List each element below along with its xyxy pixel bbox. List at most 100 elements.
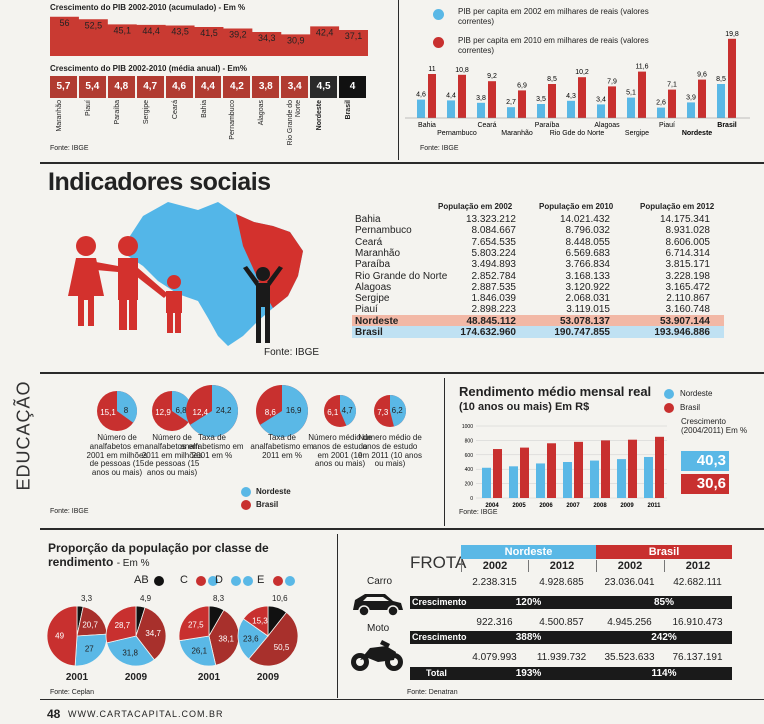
pop-row-2010: 53.078.137 (559, 315, 610, 327)
prop-pie-slice (178, 605, 210, 642)
frota-cresc-label: Crescimento (412, 632, 467, 642)
rend-bar-nordeste (509, 466, 518, 498)
pop-row-2012: 6.714.314 (665, 247, 711, 259)
pop-row-2010: 3.120.922 (565, 281, 611, 293)
val-2010: 11,6 (635, 64, 648, 71)
pop-row-2010: 14.021.432 (559, 214, 610, 225)
pib-media-value: 3,4 (281, 76, 311, 98)
rend-bar-nordeste (617, 459, 626, 498)
moto-label: Moto (367, 623, 390, 634)
prop-pie-ab: 10,6 (272, 594, 288, 603)
state-label: Rio Grande do Norte (287, 100, 303, 146)
pib-acum-value: 45,1 (114, 25, 132, 35)
rend-ytick: 600 (465, 453, 474, 459)
state-label: Alagoas (258, 100, 266, 126)
state-label: Paraíba (113, 100, 121, 125)
state-label: Bahia (200, 100, 208, 118)
rendimento-subtitle: (10 anos ou mais) Em R$ (459, 401, 590, 413)
pop-row-2002: 2.852.784 (471, 270, 517, 282)
bar-2002 (537, 104, 545, 118)
pib-acum-value: 52,5 (85, 20, 103, 30)
prop-pie-slice (46, 605, 78, 667)
pop-row-2012: 8.931.028 (665, 225, 711, 237)
val-2010: 9,2 (487, 73, 497, 80)
bar-2002 (447, 100, 455, 118)
state-labels: Maranhão Piauí Paraíba Sergipe Ceará Bahia Per… (50, 100, 368, 152)
edu-pie: 6,27,3 (374, 395, 406, 427)
pop-row-2012: 193.946.886 (654, 327, 710, 338)
pop-header-2010: População em 2010 (539, 202, 614, 211)
pop-header-2012: População em 2012 (640, 202, 715, 211)
edu-pie-label: Taxa de analfabetismo em 2001 em % (180, 433, 244, 460)
edu-pie-label: Taxa de analfabetismo em 2011 em % (250, 433, 314, 460)
motorcycle-icon (351, 640, 403, 671)
pop-row-name: Maranhão (355, 247, 401, 259)
rend-ytick: 400 (465, 467, 474, 473)
edu-pie-blue-val: 6,2 (392, 406, 404, 415)
pop-row-2010: 190.747.855 (554, 327, 610, 338)
pop-row-2012: 53.907.144 (659, 315, 710, 327)
pop-row-name: Bahia (355, 214, 381, 225)
pop-row-2012: 3.160.748 (665, 304, 711, 316)
bar-2010 (728, 38, 736, 118)
capita-category: Bahia (418, 122, 436, 129)
edu-pie-label: Número médio de anos de estudo em 2001 (… (308, 433, 372, 469)
edu-pie-red-val: 7,3 (377, 408, 389, 417)
frota-value: 2.238.315 (472, 577, 517, 588)
edu-pie-blue (390, 395, 406, 427)
bar-2002 (657, 107, 665, 118)
rend-xtick: 2004 (485, 503, 499, 509)
edu-pie-blue-val: 24,2 (216, 406, 232, 415)
rend-legend-brasil-dot (664, 403, 674, 413)
state-label: Maranhão (56, 100, 63, 132)
state-label: Pernambuco (229, 100, 237, 140)
pop-row-2002: 48.845.112 (466, 315, 517, 327)
prop-pie-slice (106, 635, 155, 667)
edu-pie-blue-val: 8 (124, 406, 129, 415)
pop-row-name: Rio Grande do Norte (355, 270, 448, 282)
frota-cresc-nordeste: 388% (515, 632, 542, 643)
rend-legend-nordeste-dot (664, 389, 674, 399)
capita-category: Sergipe (625, 130, 649, 137)
prop-pie-val: 23,6 (243, 634, 259, 643)
pib-acum-value: 41,5 (200, 28, 218, 38)
frota-cresc-nordeste: 120% (515, 597, 542, 608)
capita-category: Rio Gde do Norte (550, 130, 605, 137)
bar-2010 (578, 77, 586, 118)
pib-media-row: 5,7 5,4 4,8 4,7 4,6 4,4 4,2 3,8 3,4 4,5 4 (50, 76, 368, 98)
prop-pie-year: 2009 (256, 672, 280, 683)
pib-media-value: 3,8 (252, 76, 282, 98)
rend-bar-brasil (493, 449, 502, 498)
bar-2002 (597, 104, 605, 118)
pop-row-2002: 1.846.039 (471, 293, 517, 305)
capita-category: Nordeste (682, 130, 712, 137)
val-2010: 19,8 (725, 31, 739, 38)
pop-row-2002: 13.323.212 (465, 214, 516, 225)
prop-pie: 38,1 26,1 27,5 (178, 605, 240, 667)
pop-row-2002: 3.494.893 (471, 259, 517, 271)
frota-value: 4.945.256 (607, 617, 652, 628)
pib-media-value: 4,5 (310, 76, 340, 98)
prop-pie-val: 27,5 (188, 621, 204, 630)
prop-pie-val: 28,7 (115, 621, 131, 630)
edu-pie-blue (340, 395, 356, 426)
pop-row-name: Paraíba (355, 259, 391, 271)
legend-2010: PIB per capita em 2010 em milhares de re… (458, 36, 649, 55)
rend-legend-nordeste: Nordeste (680, 389, 713, 398)
pib-acum-value: 42,4 (316, 27, 334, 37)
state-label: Ceará (171, 100, 179, 120)
proporcao-unit: - Em % (116, 558, 150, 569)
capita-category: Paraíba (535, 122, 560, 129)
prop-class-dot (196, 576, 206, 586)
rend-bar-nordeste (482, 467, 491, 498)
prop-fonte: Fonte: Ceplan (50, 689, 94, 696)
val-2010: 9,6 (697, 72, 707, 79)
val-2002: 3,8 (476, 95, 486, 102)
val-2010: 11 (428, 66, 435, 73)
val-2010: 10,2 (575, 69, 589, 76)
rend-fonte: Fonte: IBGE (459, 509, 498, 516)
pop-row-2012: 8.606.005 (665, 236, 711, 248)
pop-row-2002: 2.887.535 (471, 281, 517, 293)
state-label: Sergipe (142, 100, 150, 125)
bar-2010 (458, 74, 466, 118)
